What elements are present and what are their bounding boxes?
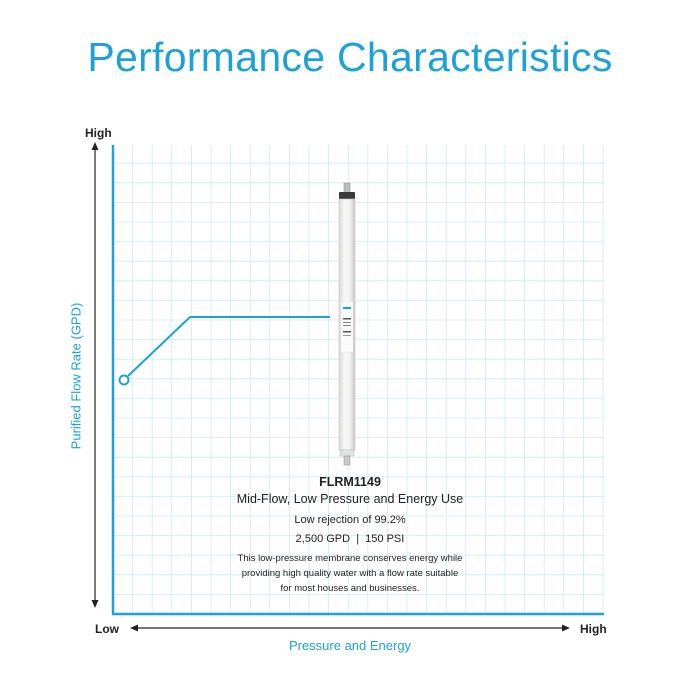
x-axis-high-label: High <box>580 622 607 636</box>
product-specs: 2,500 GPD | 150 PSI <box>295 533 405 545</box>
product-rejection: Low rejection of 99.2% <box>294 514 406 526</box>
description-line: providing high quality water with a flow… <box>241 568 459 579</box>
description-line: This low-pressure membrane conserves ene… <box>237 553 463 564</box>
y-axis-arrow <box>91 142 99 608</box>
x-axis-label: Pressure and Energy <box>288 638 412 653</box>
page-title: Performance Characteristics <box>87 34 613 80</box>
callout-connector <box>118 316 330 386</box>
product-info-panel: FLRM1149 Mid-Flow, Low Pressure and Ener… <box>200 474 500 596</box>
x-axis-low-label: Low <box>95 622 119 636</box>
y-axis-high-label: High <box>85 126 112 140</box>
description-line: for most houses and businesses. <box>280 583 420 594</box>
product-model: FLRM1149 <box>319 475 381 489</box>
membrane-cartridge-image <box>338 182 356 466</box>
product-description: This low-pressure membrane conserves ene… <box>200 551 500 596</box>
x-axis-arrow <box>130 624 570 632</box>
product-subtitle: Mid-Flow, Low Pressure and Energy Use <box>236 492 464 506</box>
